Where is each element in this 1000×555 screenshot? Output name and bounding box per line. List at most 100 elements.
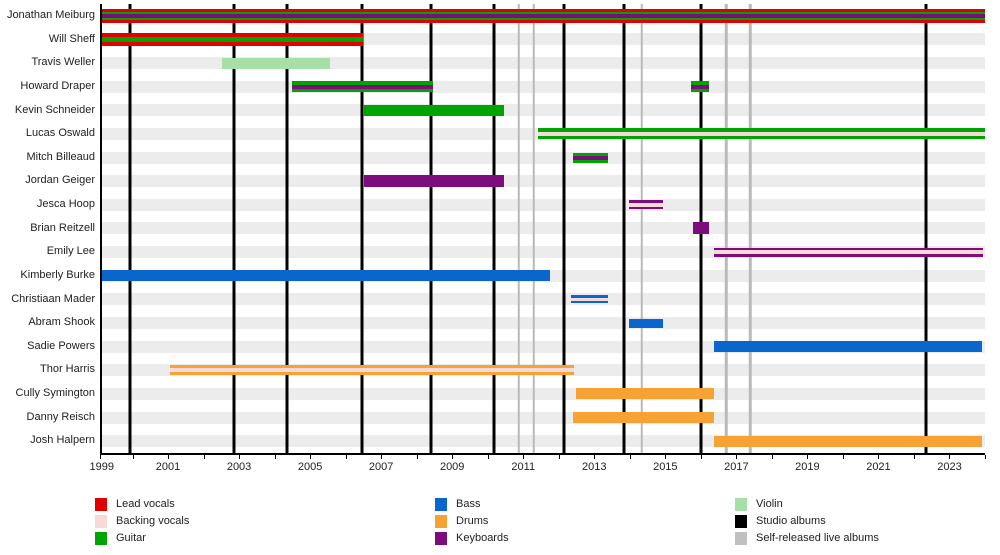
timeline-row — [102, 4, 985, 28]
legend-swatch — [435, 532, 447, 545]
member-label: Howard Draper — [20, 79, 95, 92]
member-label: Jonathan Meiburg — [6, 9, 95, 21]
studio-album-line — [360, 4, 364, 453]
legend-item: Studio albums — [735, 513, 879, 530]
timeline-bar — [629, 318, 663, 328]
legend-label: Violin — [756, 498, 783, 510]
studio-album-line — [128, 4, 132, 453]
axis-tick — [807, 455, 809, 459]
axis-tick-label: 2005 — [297, 461, 323, 473]
axis-tick — [700, 455, 702, 459]
timeline-track — [102, 175, 985, 188]
legend-label: Guitar — [116, 532, 146, 544]
axis-tick-label: 2017 — [724, 461, 749, 473]
member-label: Kimberly Burke — [20, 268, 95, 281]
studio-album-line — [924, 4, 928, 453]
timeline-row — [102, 240, 985, 264]
timeline-bar — [690, 81, 709, 93]
axis-tick — [629, 455, 631, 459]
legend: Lead vocals Backing vocals Guitar Bass Drums… — [0, 496, 1000, 552]
timeline-bar — [713, 435, 983, 447]
legend-label: Studio albums — [756, 515, 826, 527]
axis-tick — [985, 455, 986, 459]
member-label: Christiaan Mader — [11, 292, 95, 305]
member-label: Kevin Schneider — [14, 103, 95, 116]
axis-tick-label: 2011 — [511, 461, 536, 473]
legend-swatch — [735, 532, 747, 545]
axis-tick — [132, 455, 134, 459]
timeline-row — [102, 288, 985, 312]
bar-inner-role — [291, 84, 434, 89]
studio-album-line — [285, 4, 289, 453]
legend-swatch — [435, 515, 447, 528]
axis-tick — [736, 455, 738, 459]
timeline-row — [102, 169, 985, 193]
axis-tick — [452, 455, 454, 459]
timeline-bar — [102, 270, 550, 282]
axis-tick — [913, 455, 915, 459]
studio-album-line — [562, 4, 566, 453]
timeline-bar — [629, 200, 663, 210]
timeline-row — [102, 51, 985, 75]
timeline-row — [102, 193, 985, 217]
member-label: Emily Lee — [46, 245, 95, 258]
axis-tick — [274, 455, 276, 459]
studio-album-line — [429, 4, 433, 453]
legend-swatch — [735, 498, 747, 511]
member-label: Mitch Billeaud — [26, 150, 95, 163]
timeline-bar — [363, 104, 504, 116]
timeline-track — [102, 293, 985, 306]
legend-item: Lead vocals — [95, 496, 189, 513]
axis-tick-label: 1999 — [89, 461, 115, 473]
timeline-row — [102, 264, 985, 288]
member-label: Brian Reitzell — [30, 221, 95, 234]
timeline-row — [102, 406, 985, 430]
legend-swatch — [435, 498, 447, 511]
axis-tick — [878, 455, 880, 459]
member-label: Josh Halpern — [30, 434, 95, 447]
axis-tick — [381, 455, 383, 459]
timeline-bar — [713, 341, 983, 353]
timeline-row — [102, 311, 985, 335]
member-label: Jordan Geiger — [25, 174, 95, 187]
legend-swatch — [735, 515, 747, 528]
live-album-line — [517, 4, 521, 453]
timeline-bar — [538, 128, 985, 140]
legend-swatch — [95, 532, 107, 545]
legend-item: Backing vocals — [95, 513, 189, 530]
axis-tick-label: 2021 — [866, 461, 891, 473]
x-axis: 1999 2001 2003 2005 2007 2009 2011 2013 2015 2017… — [90, 455, 986, 481]
bar-inner-role — [570, 297, 608, 301]
live-album-line — [748, 4, 752, 453]
axis-tick — [168, 455, 170, 459]
legend-column: Lead vocals Backing vocals Guitar — [95, 496, 189, 547]
timeline-row — [102, 28, 985, 52]
member-label: Travis Weller — [31, 56, 95, 69]
timeline-bar — [102, 8, 985, 23]
axis-tick-label: 2003 — [226, 461, 252, 473]
member-label: Sadie Powers — [27, 339, 95, 352]
studio-album-line — [492, 4, 496, 453]
axis-tick-label: 2023 — [937, 461, 962, 473]
member-label: Lucas Oswald — [25, 127, 95, 140]
timeline-bar — [692, 222, 709, 235]
legend-swatch — [95, 498, 107, 511]
timeline-track — [102, 387, 985, 400]
axis-tick — [310, 455, 312, 459]
legend-swatch — [95, 515, 107, 528]
timeline-row — [102, 382, 985, 406]
bar-inner-role — [572, 155, 608, 160]
timeline-row — [102, 358, 985, 382]
bar-inner-role — [102, 36, 364, 42]
axis-tick — [771, 455, 773, 459]
legend-label: Keyboards — [456, 532, 509, 544]
legend-item: Bass — [435, 496, 509, 513]
member-label: Abram Shook — [28, 316, 95, 329]
live-album-line — [640, 4, 643, 453]
legend-label: Self-released live albums — [756, 532, 879, 544]
timeline-bar — [570, 295, 608, 304]
axis-tick-label: 2009 — [439, 461, 465, 473]
bar-mid-role — [102, 11, 985, 20]
member-label: Will Sheff — [48, 32, 95, 45]
